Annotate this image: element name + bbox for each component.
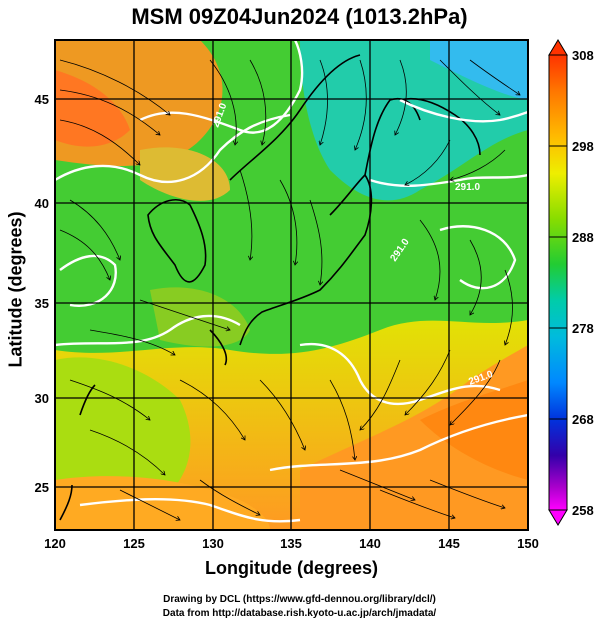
contour-lines <box>55 40 528 523</box>
colorbar-tick-label: 288 <box>572 230 594 245</box>
x-tick-label: 145 <box>438 536 460 551</box>
colorbar-top-arrow <box>548 39 568 56</box>
colorbar-tick-label: 298 <box>572 139 594 154</box>
colorbar-tick-label: 278 <box>572 321 594 336</box>
credits: Drawing by DCL (https://www.gfd-dennou.o… <box>0 593 599 621</box>
x-tick-label: 125 <box>123 536 145 551</box>
contour-label: 291.0 <box>455 182 480 193</box>
x-axis-label: Longitude (degrees) <box>204 558 378 578</box>
colorbar-tick-label: 258 <box>572 503 594 518</box>
y-axis-label: Latitude (degrees) <box>5 211 26 368</box>
colorbar-tick-label: 308 <box>572 48 594 63</box>
x-tick-label: 130 <box>202 536 224 551</box>
y-tick-label: 45 <box>35 92 49 107</box>
map-frame <box>54 39 529 531</box>
y-tick-label: 30 <box>35 391 49 406</box>
chart-title: MSM 09Z04Jun2024 (1013.2hPa) <box>131 4 468 29</box>
colorbar-tick-label: 268 <box>572 412 594 427</box>
credit-line-drawing: Drawing by DCL (https://www.gfd-dennou.o… <box>163 594 436 605</box>
y-tick-label: 40 <box>35 196 49 211</box>
colorbar-bottom-arrow <box>548 509 568 526</box>
y-tick-label: 35 <box>35 296 49 311</box>
x-tick-label: 150 <box>517 536 539 551</box>
x-tick-label: 135 <box>280 536 302 551</box>
x-tick-label: 140 <box>359 536 381 551</box>
y-tick-label: 25 <box>35 480 49 495</box>
graticule <box>55 40 528 530</box>
x-tick-label: 120 <box>44 536 66 551</box>
colorbar: 308 298 288 278 268 258 <box>548 39 594 526</box>
credit-line-data: Data from http://database.rish.kyoto-u.a… <box>162 608 437 619</box>
